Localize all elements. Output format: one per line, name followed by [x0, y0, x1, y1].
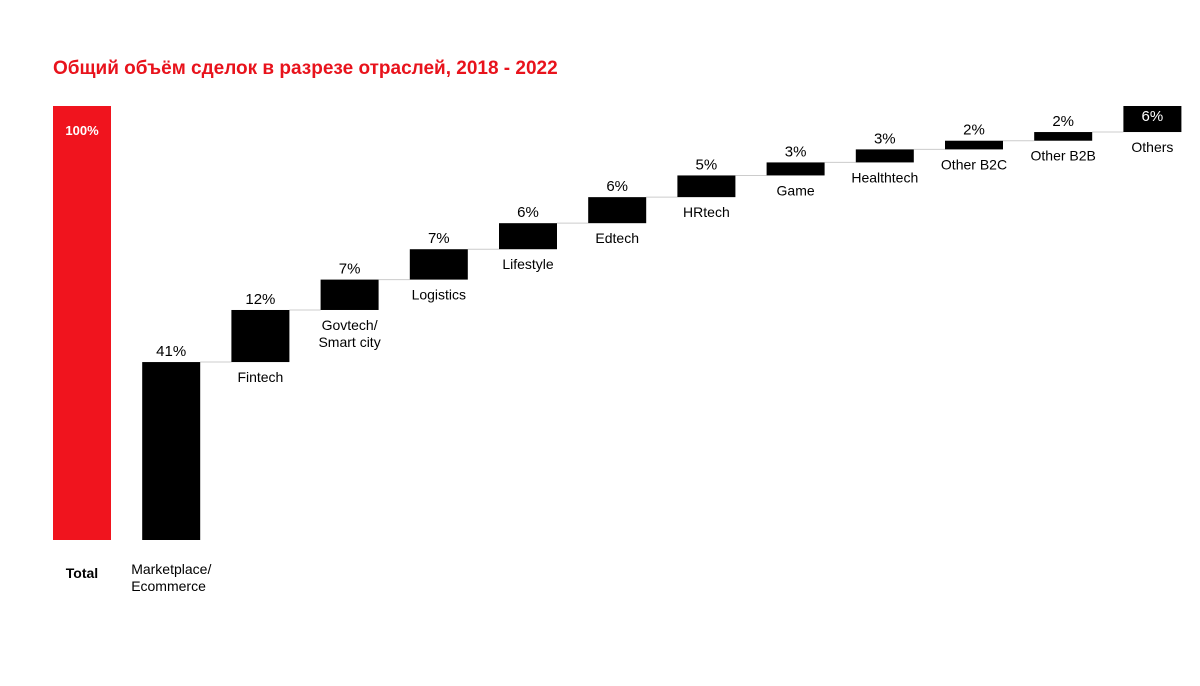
bar-game [766, 162, 825, 176]
bar-hrtech [677, 175, 736, 198]
value-label-other-b2b: 2% [1052, 113, 1074, 130]
category-label-hrtech: HRtech [683, 204, 730, 220]
value-label-edtech: 6% [606, 178, 628, 195]
value-label-fintech: 12% [245, 291, 275, 308]
category-label-total: Total [66, 565, 98, 581]
value-label-others: 6% [1142, 108, 1164, 125]
bar-fintech [231, 309, 290, 363]
bar-marketplace [142, 362, 201, 540]
bar-healthtech [855, 149, 914, 163]
value-label-total: 100% [65, 123, 99, 138]
category-label-edtech: Edtech [595, 230, 639, 246]
bar-edtech [588, 197, 647, 224]
value-label-healthtech: 3% [874, 130, 896, 147]
category-label-other-b2c: Other B2C [941, 156, 1007, 172]
category-label-logistics: Logistics [412, 287, 466, 303]
chart-title: Общий объём сделок в разрезе отраслей, 2… [53, 58, 558, 79]
category-label-healthtech: Healthtech [851, 169, 918, 185]
bar-others [1123, 106, 1182, 133]
category-label-fintech: Fintech [237, 369, 283, 385]
bar-logistics [409, 249, 468, 280]
bar-govtech [320, 279, 379, 310]
bar-lifestyle [499, 223, 557, 250]
bar-other-b2c [945, 140, 1003, 150]
value-label-logistics: 7% [428, 230, 450, 247]
value-label-other-b2c: 2% [963, 122, 985, 139]
value-label-lifestyle: 6% [517, 204, 539, 221]
category-label-govtech: Govtech/Smart city [318, 317, 380, 350]
category-label-others: Others [1131, 139, 1173, 155]
category-label-marketplace: Marketplace/Ecommerce [131, 561, 211, 594]
value-label-marketplace: 41% [156, 343, 186, 360]
value-label-game: 3% [785, 143, 807, 160]
value-label-govtech: 7% [339, 261, 361, 278]
category-label-game: Game [777, 182, 815, 198]
category-label-lifestyle: Lifestyle [502, 256, 554, 272]
bar-total [53, 106, 111, 540]
category-label-other-b2b: Other B2B [1031, 148, 1096, 164]
bar-other-b2b [1034, 132, 1093, 141]
value-label-hrtech: 5% [696, 156, 718, 173]
